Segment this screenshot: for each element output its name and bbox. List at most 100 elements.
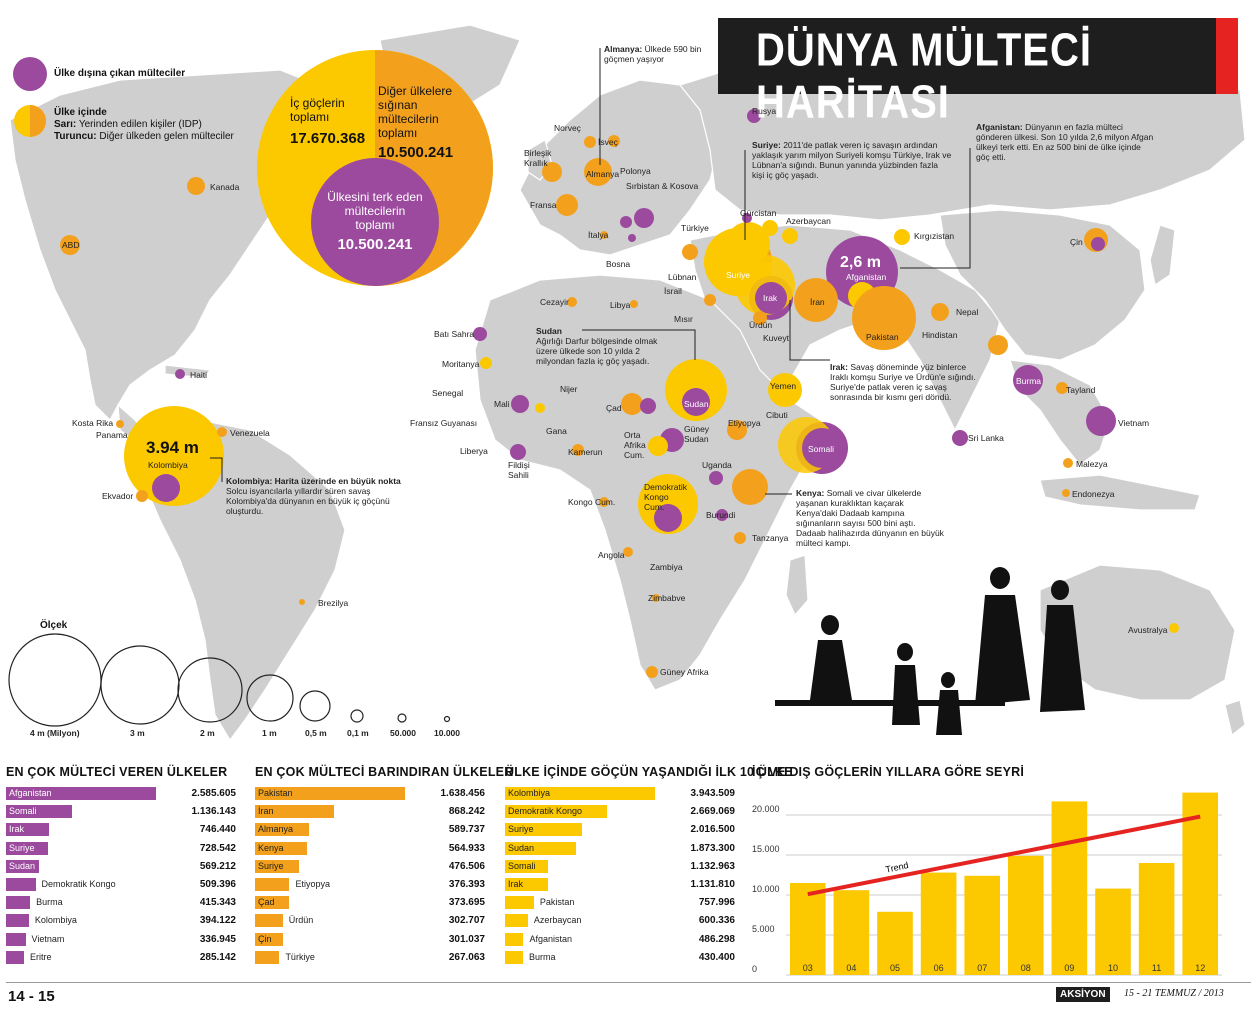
x-tick-label: 06: [934, 963, 944, 973]
label-bati-sahra: Batı Sahra: [434, 329, 475, 339]
bar: [1008, 855, 1044, 975]
table-row: Kolombiya 394.122: [6, 912, 236, 930]
row-label: Afganistan: [9, 788, 52, 798]
bar: [6, 914, 29, 928]
row-label: Suriye: [508, 824, 534, 835]
x-tick-label: 05: [890, 963, 900, 973]
label-haiti: Haiti: [190, 370, 208, 380]
label-suriye: Suriye: [726, 270, 751, 280]
bar: [877, 911, 913, 975]
brand-logo: AKSİYON: [1056, 987, 1110, 1002]
row-label: Ürdün: [288, 915, 314, 926]
callout-afganistan: Afganistan: Dünyanın en fazla mülteci gö…: [976, 122, 1154, 162]
scale-label: 0,1 m: [347, 728, 369, 738]
trend-label: Trend: [885, 860, 910, 875]
bar: [255, 877, 290, 891]
table-row: Etiyopya 376.393: [255, 876, 485, 894]
label-kamerun: Kamerun: [568, 447, 603, 457]
row-label: Eritre: [30, 951, 52, 962]
label-cibuti: Cibuti: [766, 410, 788, 420]
bar: [505, 823, 582, 837]
bar: [505, 932, 524, 946]
bar: [6, 805, 72, 819]
x-tick-label: 03: [803, 963, 813, 973]
row-label: Burma: [529, 951, 556, 962]
bar: [1095, 888, 1131, 975]
label-moritanya: Moritanya: [442, 359, 480, 369]
table-row: Demokratik Kongo 509.396: [6, 876, 236, 894]
callout-suriye: Suriye: 2011'de patlak veren iç savaşın …: [752, 140, 952, 180]
label-urdun: Ürdün: [749, 320, 773, 330]
table-row: Suriye 476.506: [255, 858, 485, 876]
y-tick-label: 5.000: [752, 924, 775, 934]
label-panama: Panama: [96, 430, 128, 440]
row-label: İran: [258, 806, 274, 817]
table-row: Burma 430.400: [505, 949, 735, 967]
bar: [255, 950, 280, 964]
row-value: 1.873.300: [690, 842, 736, 854]
label-turkiye: Türkiye: [681, 223, 709, 233]
bar: [6, 841, 49, 855]
row-value: 486.298: [698, 933, 735, 945]
row-value: 1.131.810: [690, 878, 736, 890]
label-orta-afrika: Orta Afrika Cum.: [624, 430, 646, 460]
label-fransa: Fransa: [530, 200, 557, 210]
label-uganda: Uganda: [702, 460, 732, 470]
bar: [255, 805, 335, 819]
row-value: 589.737: [448, 824, 485, 836]
row-value: 1.132.963: [690, 860, 736, 872]
bar: [255, 932, 283, 946]
label-somali: Somali: [808, 444, 834, 454]
row-label: Somali: [9, 806, 37, 817]
bar: [6, 787, 156, 800]
scale-label: 50.000: [390, 728, 416, 738]
label-guney-sudan: Güney Sudan: [684, 424, 710, 444]
row-label: Burma: [36, 897, 63, 908]
label-irak: Irak: [763, 293, 778, 303]
bar: [505, 914, 528, 928]
legend-internal: Ülke içinde Sarı: Yerinden edilen kişile…: [54, 107, 234, 142]
label-libya: Libya: [610, 300, 631, 310]
y-tick-label: 20.000: [752, 804, 780, 814]
row-value: 415.343: [199, 897, 236, 909]
scale-label: 4 m (Milyon): [30, 728, 80, 738]
row-value: 376.393: [448, 878, 485, 890]
bar: [6, 950, 24, 964]
table-row: Afganistan 486.298: [505, 931, 735, 949]
panel-title: EN ÇOK MÜLTECİ BARINDIRAN ÜLKELER: [255, 765, 514, 779]
label-angola: Angola: [598, 550, 625, 560]
refugee-silhouettes: [775, 567, 1085, 735]
row-value: 1.638.456: [440, 788, 486, 799]
world-map: [8, 25, 1245, 740]
table-row: Demokratik Kongo 2.669.069: [505, 803, 735, 821]
chart-title: İÇ VE DIŞ GÖÇLERİN YILLARA GÖRE SEYRİ: [752, 765, 1025, 779]
label-senegal: Senegal: [432, 388, 464, 398]
hosted-total: Diğer ülkelere sığınan mültecilerin topl…: [378, 84, 454, 161]
row-label: Somali: [508, 860, 536, 871]
table-row: Pakistan 757.996: [505, 894, 735, 912]
label-avustralya: Avustralya: [1128, 625, 1168, 635]
x-tick-label: 07: [977, 963, 987, 973]
table-row: Almanya 589.737: [255, 821, 485, 839]
x-tick-label: 11: [1152, 963, 1161, 973]
label-kuveyt: Kuveyt: [763, 333, 789, 343]
row-value: 430.400: [698, 951, 735, 963]
row-label: Almanya: [258, 824, 294, 835]
callout-kenya: Kenya: Somali ve civar ülkelerde yaşanan…: [796, 488, 944, 548]
scale-label: 3 m: [130, 728, 145, 738]
y-tick-label: 15.000: [752, 844, 780, 854]
label-pakistan: Pakistan: [866, 332, 899, 342]
bar: [255, 896, 290, 910]
bar: [1138, 863, 1175, 975]
callout-kolombiya: Kolombiya: Harita üzerinde en büyük nokt…: [226, 476, 401, 516]
row-label: Afganistan: [529, 933, 573, 944]
row-value: 285.142: [199, 951, 236, 963]
label-cezayir: Cezayir: [540, 297, 569, 307]
row-value: 373.695: [448, 897, 485, 909]
page-title: DÜNYA MÜLTECİ HARİTASI: [756, 25, 1092, 128]
row-value: 476.506: [448, 860, 485, 872]
label-cad: Çad: [606, 403, 622, 413]
panel-top-sources: EN ÇOK MÜLTECİ VEREN ÜLKELER Afganistan 2…: [6, 765, 236, 967]
table-row: Sudan 1.873.300: [505, 840, 735, 858]
